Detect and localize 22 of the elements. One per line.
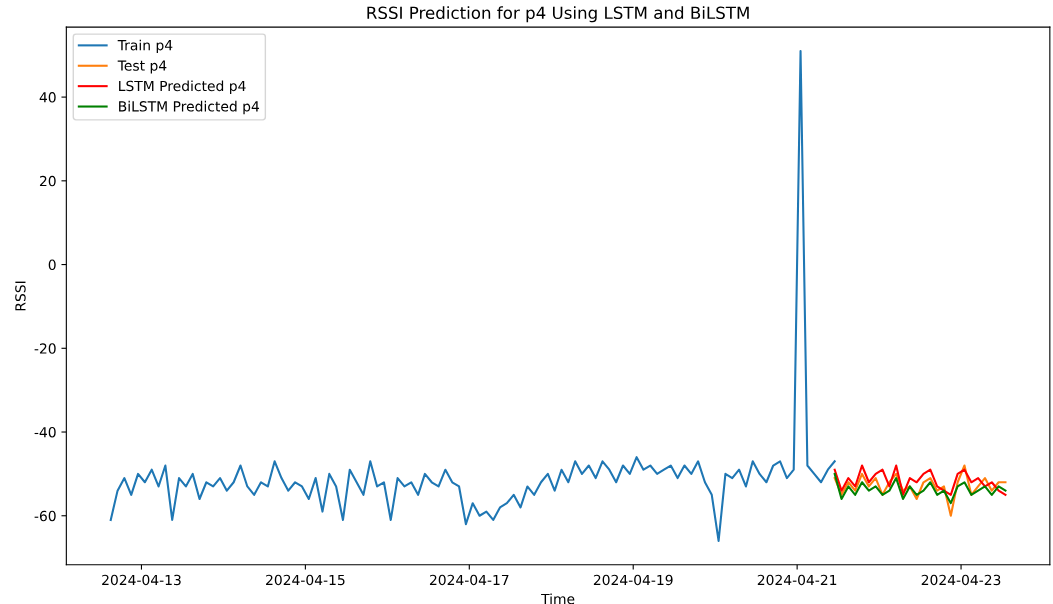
x-tick-label: 2024-04-13 [102,574,181,586]
chart-title: RSSI Prediction for p4 Using LSTM and BiLSTM [367,6,749,23]
y-tick-label: 0 [48,259,56,271]
line-series [833,464,1007,517]
x-axis-title: Time [541,593,575,604]
legend-label: BiLSTM Predicted p4 [119,100,260,115]
line-series [833,464,1007,496]
x-tick-label: 2024-04-21 [757,574,837,586]
legend-label: Train p4 [117,39,173,54]
x-tick-label: 2024-04-23 [921,574,1001,586]
y-tick-label: -60 [34,510,56,522]
line-series [833,472,1007,505]
y-tick-label: 40 [39,92,56,103]
x-tick-label: 2024-04-19 [593,574,673,586]
y-tick-label: 20 [39,175,56,187]
y-tick-label: -40 [34,426,56,438]
x-tick-label: 2024-04-17 [429,574,509,586]
x-tick-label: 2024-04-15 [266,574,345,586]
legend-label: LSTM Predicted p4 [119,80,246,94]
y-axis-title: RSSI [15,281,26,311]
y-tick-label: -20 [34,343,56,354]
legend-label: Test p4 [117,60,167,74]
